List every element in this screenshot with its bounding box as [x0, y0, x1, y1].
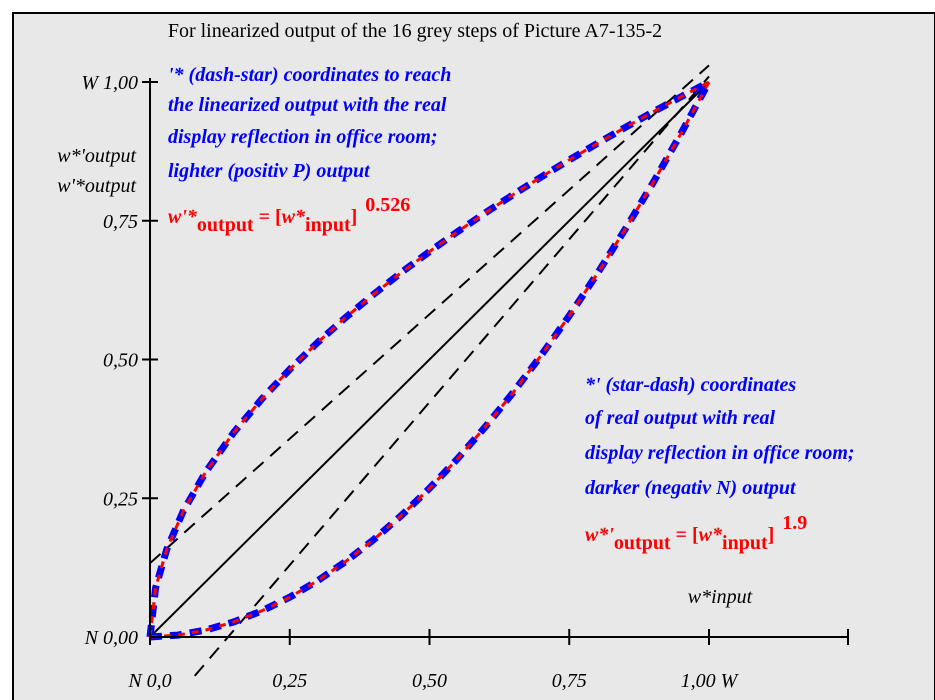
lower-annotation-line-3: display reflection in office room; — [585, 442, 855, 464]
lower-formula-sub2: input — [722, 532, 768, 554]
lower-formula-sub: output — [614, 532, 671, 554]
plot-background — [12, 12, 935, 700]
lower-formula-var2: w* — [699, 524, 723, 546]
reference-line-3 — [193, 75, 710, 677]
x-tick-label-3: 0,75 — [552, 670, 587, 692]
x-axis-label: w*input — [688, 586, 753, 608]
x-tick-label-1: 0,25 — [272, 670, 307, 692]
lower-annotation-line-2: of real output with real — [585, 407, 775, 429]
y-tick-label-2: 0,50 — [103, 350, 138, 372]
upper-annotation-line-1: '* (dash-star) coordinates to reach — [168, 64, 451, 86]
y-tick-label-3: 0,75 — [103, 211, 138, 233]
y-axis-label-1: w*'output — [57, 145, 136, 167]
reference-line-2 — [149, 64, 710, 564]
gamma-curve-1-red — [148, 80, 710, 638]
lower-formula-close: ] — [768, 524, 775, 546]
axis-ticks: N 0,0 N 0,00 0,25 0,25 0,50 0,50 0,75 0,75 1,00 … — [81, 72, 849, 692]
upper-annotation-line-3: display reflection in office room; — [168, 126, 438, 148]
gamma-curve-2-red — [149, 81, 711, 639]
upper-formula-var2: w* — [282, 206, 306, 228]
upper-annotation-line-2: the linearized output with the real — [168, 94, 447, 116]
axes — [149, 78, 848, 638]
chart-title: For linearized output of the 16 grey ste… — [168, 20, 662, 42]
upper-formula-sub2: input — [305, 214, 351, 236]
reference-lines — [149, 64, 710, 677]
lower-annotation-line-1: *' (star-dash) coordinates — [585, 374, 796, 396]
upper-formula-eq: = [ — [254, 206, 282, 228]
upper-annotation-line-4: lighter (positiv P) output — [168, 160, 371, 182]
lower-formula-eq: = [ — [671, 524, 699, 546]
x-tick-label-4: 1,00 W — [681, 670, 740, 692]
x-tick-label-0: N 0,0 — [127, 670, 171, 692]
y-tick-label-1: 0,25 — [103, 488, 138, 510]
upper-annotation: '* (dash-star) coordinates to reach the … — [168, 64, 451, 236]
curves — [146, 78, 713, 641]
lower-formula-var: w*' — [585, 524, 614, 546]
upper-formula: w'*output = [w*input] 0.526 — [168, 194, 410, 236]
upper-formula-close: ] — [351, 206, 358, 228]
lower-annotation-line-4: darker (negativ N) output — [585, 477, 797, 499]
lower-annotation: *' (star-dash) coordinates of real outpu… — [585, 374, 855, 554]
lower-formula: w*'output = [w*input] 1.9 — [585, 512, 807, 554]
y-tick-label-4: W 1,00 — [81, 72, 138, 94]
y-tick-label-0: N 0,00 — [84, 627, 138, 649]
lower-formula-exp: 1.9 — [782, 512, 807, 534]
y-axis-label-2: w'*output — [57, 175, 136, 197]
upper-formula-exp: 0.526 — [365, 194, 410, 216]
upper-formula-var: w'* — [168, 206, 198, 228]
x-tick-label-2: 0,50 — [412, 670, 447, 692]
upper-formula-sub: output — [197, 214, 254, 236]
reference-line-1 — [149, 81, 710, 638]
